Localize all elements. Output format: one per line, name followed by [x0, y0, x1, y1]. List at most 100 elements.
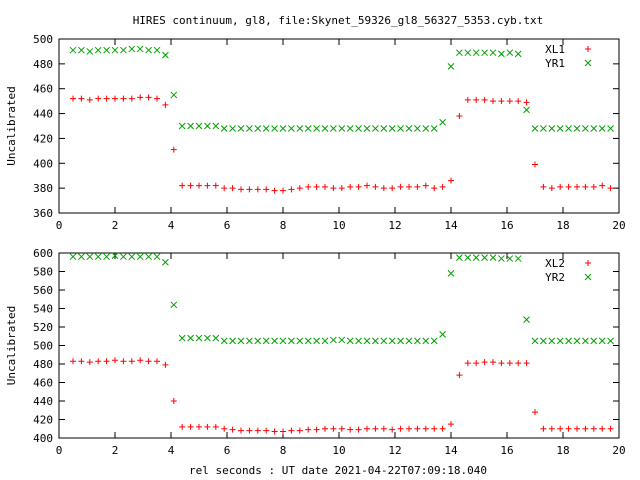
data-point [590, 183, 597, 190]
y-tick-label: 540 [33, 303, 53, 316]
data-point [364, 425, 370, 432]
data-point [364, 182, 370, 189]
data-point [380, 425, 387, 432]
series-xl2 [70, 357, 614, 435]
data-point [220, 125, 228, 132]
data-point [347, 426, 354, 433]
data-point [162, 258, 169, 266]
data-point [346, 125, 354, 132]
y-tick-label: 560 [33, 284, 53, 297]
data-point [464, 360, 471, 367]
data-point [321, 125, 329, 132]
data-point [288, 186, 295, 193]
data-point [338, 425, 345, 432]
data-point [70, 358, 76, 365]
data-point [506, 98, 513, 105]
data-point [187, 122, 194, 130]
data-point [406, 183, 412, 190]
data-point [405, 337, 413, 345]
data-point [263, 186, 270, 193]
data-point [237, 125, 245, 132]
data-point [187, 182, 194, 189]
data-point [532, 409, 538, 416]
data-point [598, 125, 606, 132]
data-point [111, 252, 119, 260]
data-point [262, 125, 270, 132]
data-point [271, 428, 278, 435]
x-axis-label: rel seconds : UT date 2021-04-22T07:09:1… [189, 464, 487, 477]
y-tick-label: 420 [33, 132, 53, 145]
data-point [229, 426, 236, 433]
data-point [86, 48, 94, 55]
data-point [170, 398, 177, 404]
data-point [187, 334, 194, 342]
data-point [196, 182, 202, 189]
data-point [162, 101, 169, 108]
data-point [246, 186, 253, 193]
data-point [338, 336, 346, 344]
data-point [103, 358, 110, 365]
data-point [372, 183, 379, 190]
data-point [196, 423, 202, 430]
data-point [179, 423, 186, 430]
data-point [599, 425, 606, 432]
data-point [506, 49, 514, 57]
x-tick-label: 0 [56, 444, 63, 457]
data-point [447, 62, 455, 70]
data-point [69, 46, 77, 54]
x-tick-label: 14 [444, 444, 458, 457]
data-point [94, 46, 102, 54]
data-point [263, 427, 270, 434]
data-point [363, 337, 371, 345]
data-point [288, 125, 295, 132]
data-point [372, 125, 379, 132]
data-point [145, 358, 152, 365]
data-point [304, 337, 312, 345]
data-point [548, 425, 555, 432]
data-point [498, 98, 505, 105]
data-point [321, 337, 329, 345]
data-point [380, 185, 387, 192]
data-point [296, 125, 304, 132]
data-point [120, 358, 127, 365]
x-tick-label: 18 [556, 444, 569, 457]
data-point [464, 49, 472, 57]
data-point [464, 96, 471, 103]
data-point [229, 337, 236, 345]
data-point [582, 337, 589, 345]
data-point [456, 372, 463, 379]
data-point [590, 425, 597, 432]
data-point [389, 185, 396, 192]
data-point [556, 337, 564, 345]
data-point [178, 122, 186, 130]
data-point [154, 358, 160, 365]
data-point [414, 425, 421, 432]
data-point [523, 106, 530, 114]
series-yr2 [69, 252, 614, 345]
data-point [195, 122, 203, 130]
y-tick-label: 440 [33, 108, 53, 121]
data-point [448, 421, 454, 428]
data-point [212, 334, 220, 342]
data-point [472, 49, 480, 57]
data-point [120, 253, 127, 261]
data-point [430, 125, 438, 132]
data-point [414, 183, 421, 190]
x-tick-label: 18 [556, 219, 569, 232]
data-point [305, 183, 312, 190]
data-point [128, 253, 136, 261]
data-point [254, 427, 261, 434]
y-tick-label: 400 [33, 432, 53, 445]
data-point [103, 253, 110, 261]
x-tick-label: 6 [224, 219, 231, 232]
data-point [330, 125, 337, 132]
data-point [389, 426, 396, 433]
y-tick-label: 440 [33, 395, 53, 408]
data-point [221, 185, 228, 192]
data-point [338, 125, 346, 132]
data-point [346, 337, 354, 345]
data-point [355, 426, 362, 433]
data-point [95, 95, 102, 102]
data-point [397, 125, 404, 132]
data-point [380, 125, 388, 132]
